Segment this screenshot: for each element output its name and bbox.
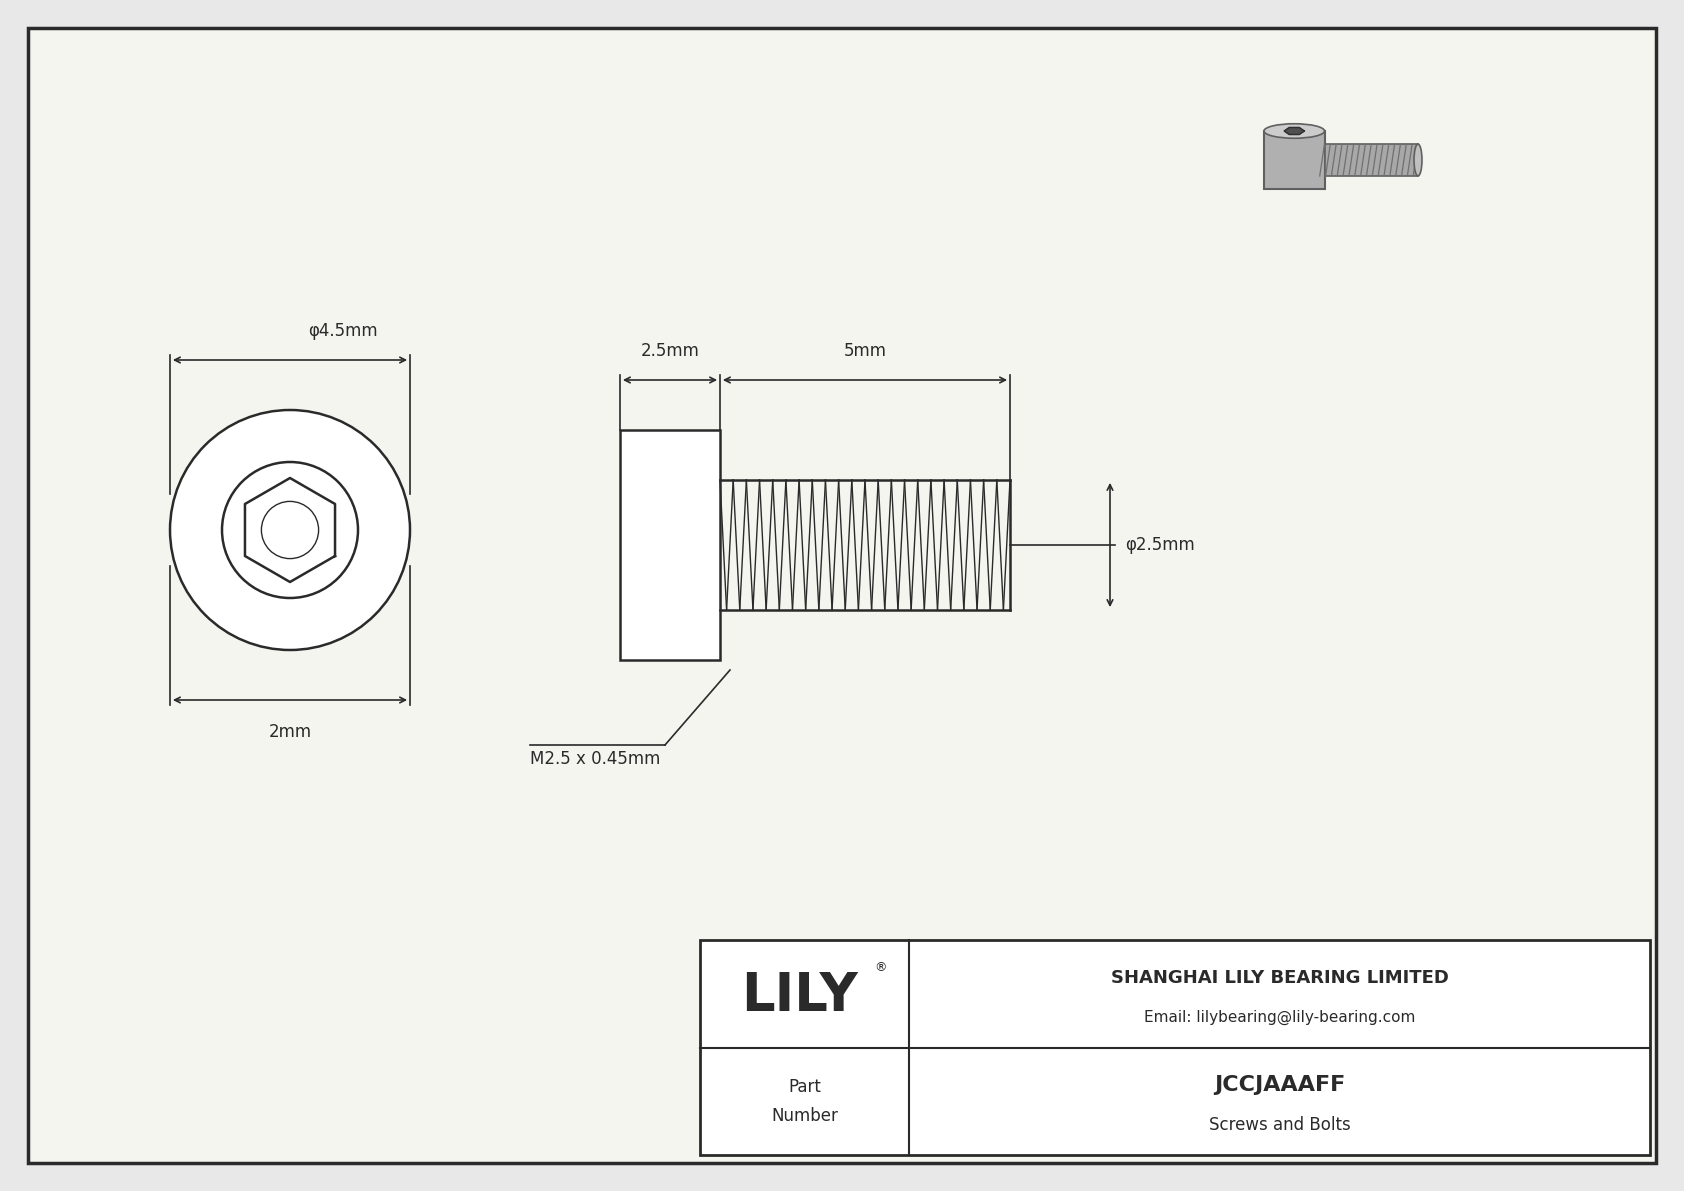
Text: SHANGHAI LILY BEARING LIMITED: SHANGHAI LILY BEARING LIMITED — [1110, 968, 1448, 986]
Polygon shape — [1285, 127, 1303, 135]
Text: M2.5 x 0.45mm: M2.5 x 0.45mm — [530, 750, 660, 768]
Text: ®: ® — [874, 961, 887, 974]
Circle shape — [222, 462, 359, 598]
Text: Screws and Bolts: Screws and Bolts — [1209, 1116, 1351, 1134]
Circle shape — [170, 410, 409, 650]
Text: φ4.5mm: φ4.5mm — [308, 322, 377, 339]
Text: JCCJAAAFF: JCCJAAAFF — [1214, 1075, 1346, 1096]
Text: LILY: LILY — [741, 969, 857, 1022]
Ellipse shape — [1265, 124, 1325, 138]
Bar — [1325, 144, 1418, 176]
Bar — [620, 430, 721, 660]
Text: 2.5mm: 2.5mm — [640, 342, 699, 360]
Circle shape — [261, 501, 318, 559]
Ellipse shape — [1415, 144, 1421, 176]
Bar — [701, 940, 1650, 1155]
Text: Part
Number: Part Number — [771, 1078, 839, 1124]
Bar — [1265, 131, 1325, 189]
Text: Email: lilybearing@lily-bearing.com: Email: lilybearing@lily-bearing.com — [1143, 1010, 1415, 1025]
Text: 5mm: 5mm — [844, 342, 886, 360]
Text: 2mm: 2mm — [268, 723, 312, 741]
Text: φ2.5mm: φ2.5mm — [1125, 536, 1194, 554]
